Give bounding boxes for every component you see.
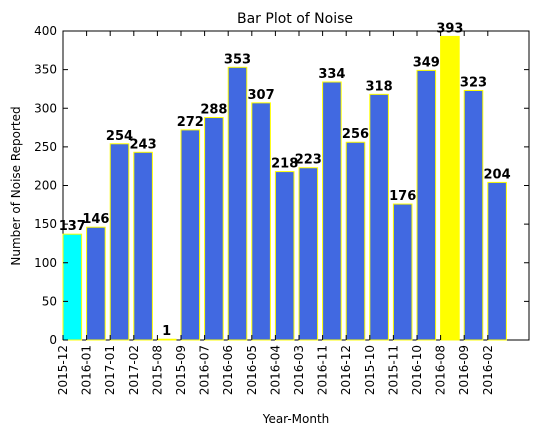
x-tick-label-2017-01: 2017-01: [103, 345, 117, 395]
x-axis-label: Year-Month: [262, 412, 330, 426]
y-axis: 0 50 100 150 200 250 300 350 400: [34, 24, 529, 347]
bar-2016-07: [204, 117, 224, 341]
data-label-2015-10: 318: [366, 79, 393, 94]
data-label-2016-01: 146: [82, 212, 109, 227]
x-tick-label-2015-08: 2015-08: [150, 345, 164, 395]
y-axis-label: Number of Noise Reported: [9, 106, 23, 265]
x-tick-label-2016-08: 2016-08: [434, 345, 448, 395]
x-tick-label-2017-02: 2017-02: [127, 345, 141, 395]
data-label-2016-05: 307: [248, 88, 275, 103]
data-label-2016-02: 204: [484, 167, 511, 182]
x-axis: 2015-12 2016-01 2017-01 2017-02 2015-08 2015-…: [56, 31, 495, 395]
data-label-2015-12: 137: [59, 219, 86, 234]
y-tick-label: 0: [49, 333, 57, 347]
x-tick-label-2016-09: 2016-09: [457, 345, 471, 395]
bar-2016-05: [251, 102, 271, 341]
bar-2015-08: [156, 338, 177, 341]
x-tick-label-2016-12: 2016-12: [339, 345, 353, 395]
bar-2015-12: [62, 233, 83, 341]
bar-2015-09: [180, 129, 201, 341]
bar-2015-11: [392, 203, 413, 341]
data-label-2016-08: 393: [436, 21, 463, 36]
data-label-2017-02: 243: [130, 137, 157, 152]
x-tick-label-2016-01: 2016-01: [80, 345, 94, 395]
bars: [62, 35, 507, 341]
y-tick-label: 50: [42, 294, 57, 308]
bar-2016-09: [463, 89, 484, 341]
data-label-2016-07: 288: [200, 103, 227, 118]
x-tick-label-2016-07: 2016-07: [198, 345, 212, 395]
bar-2016-03: [298, 167, 319, 341]
data-label-2016-09: 323: [460, 75, 487, 90]
bar-2015-10: [369, 93, 389, 341]
bar-2016-06: [227, 66, 248, 341]
bar-2017-01: [109, 143, 130, 341]
bar-2016-01: [86, 226, 106, 341]
x-tick-label-2015-10: 2015-10: [363, 345, 377, 395]
data-label-2015-09: 272: [177, 115, 204, 130]
data-label-2016-06: 353: [224, 52, 251, 67]
chart-title: Bar Plot of Noise: [237, 11, 353, 27]
data-label-2015-08: 1: [162, 324, 171, 339]
bar-2017-02: [133, 151, 153, 341]
x-tick-label-2016-10: 2016-10: [410, 345, 424, 395]
y-tick-label: 150: [34, 217, 57, 231]
x-tick-label-2015-11: 2015-11: [386, 345, 400, 395]
x-tick-label-2016-11: 2016-11: [316, 345, 330, 395]
bar-2016-10: [416, 69, 437, 341]
data-label-2016-03: 223: [295, 153, 322, 168]
x-tick-label-2015-09: 2015-09: [174, 345, 188, 395]
x-tick-label-2016-04: 2016-04: [268, 345, 282, 395]
data-label-2016-12: 256: [342, 127, 369, 142]
x-tick-label-2016-03: 2016-03: [292, 345, 306, 395]
y-tick-label: 250: [34, 140, 57, 154]
y-tick-label: 300: [34, 101, 57, 115]
bar-2016-02: [487, 181, 507, 341]
bar-2016-04: [274, 171, 295, 341]
data-label-2015-11: 176: [389, 189, 416, 204]
data-label-2016-04: 218: [271, 157, 298, 172]
y-tick-label: 100: [34, 256, 57, 270]
x-tick-label-2016-05: 2016-05: [245, 345, 259, 395]
x-tick-label-2016-06: 2016-06: [221, 345, 235, 395]
data-label-2016-11: 334: [318, 67, 345, 82]
x-tick-label-2015-12: 2015-12: [56, 345, 70, 395]
y-tick-label: 200: [34, 179, 57, 193]
y-tick-label: 400: [34, 24, 57, 38]
bar-2016-12: [345, 141, 366, 341]
bar-2016-11: [322, 81, 342, 341]
data-label-2017-01: 254: [106, 129, 133, 144]
data-label-2016-10: 349: [413, 55, 440, 70]
x-tick-label-2016-02: 2016-02: [481, 345, 495, 395]
bar-2016-08: [440, 35, 460, 341]
y-tick-label: 350: [34, 63, 57, 77]
